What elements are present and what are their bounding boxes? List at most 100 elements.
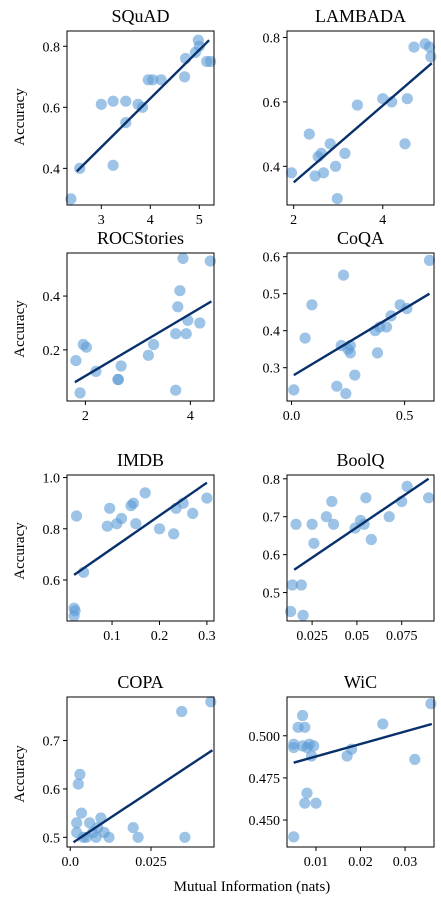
y-tick-label: 0.6 xyxy=(43,101,61,116)
data-point xyxy=(69,605,81,617)
data-point xyxy=(288,738,300,750)
data-point xyxy=(344,347,356,359)
plot-frame xyxy=(286,696,435,848)
y-axis-label-row-3: Accuracy xyxy=(12,522,28,580)
data-point xyxy=(132,831,144,843)
fit-line xyxy=(75,39,210,173)
fit-line xyxy=(292,62,433,184)
x-tick-label: 2 xyxy=(82,409,89,424)
x-tick-label: 0.02 xyxy=(348,855,373,870)
data-point xyxy=(288,831,300,843)
data-point xyxy=(176,705,188,718)
data-point xyxy=(401,93,413,105)
data-point xyxy=(101,520,113,532)
y-tick-label: 0.6 xyxy=(263,549,281,564)
data-point xyxy=(65,193,77,205)
data-point xyxy=(147,74,159,86)
y-tick-label: 0.4 xyxy=(43,290,61,305)
subplot-boolq: BoolQ 0.025 0.05 0.075 0.5 0.6 0.7 0.8 xyxy=(263,450,435,644)
data-point xyxy=(339,147,351,159)
y-tick-label: 0.8 xyxy=(43,523,61,538)
subplots: SQuAD 3 4 5 0.4 0.6 0.8 LAMBADA 2 4 0.4 0.6 0.8 ROCSt… xyxy=(43,6,437,870)
data-point xyxy=(201,492,213,504)
data-point xyxy=(349,369,361,381)
data-point xyxy=(170,328,182,340)
data-point xyxy=(310,797,322,809)
data-point xyxy=(174,285,186,297)
x-tick-label: 0.01 xyxy=(304,855,329,870)
x-tick-label: 0.3 xyxy=(198,629,216,644)
data-point xyxy=(306,299,318,311)
data-point xyxy=(308,537,320,549)
data-point xyxy=(299,797,311,809)
data-point xyxy=(423,492,435,504)
subplot-title: BoolQ xyxy=(336,450,384,470)
x-tick-label: 5 xyxy=(196,213,203,228)
subplot-title: COPA xyxy=(117,672,163,692)
fit-line xyxy=(73,481,208,576)
data-point xyxy=(409,753,421,766)
data-point xyxy=(288,384,300,396)
data-point xyxy=(95,98,107,110)
data-point xyxy=(286,579,298,591)
plot-frame xyxy=(66,252,215,402)
data-point xyxy=(179,831,191,843)
y-tick-label: 0.4 xyxy=(43,162,61,177)
y-tick-label: 0.4 xyxy=(263,160,281,175)
data-point xyxy=(75,807,88,819)
data-point xyxy=(205,55,217,68)
data-point xyxy=(104,502,116,514)
y-tick-label: 0.5 xyxy=(263,288,281,303)
data-point xyxy=(71,817,83,829)
y-tick-label: 0.500 xyxy=(249,730,281,745)
data-point xyxy=(423,41,436,53)
data-point xyxy=(180,328,192,340)
data-point xyxy=(177,252,189,264)
data-point xyxy=(331,193,343,205)
data-point xyxy=(330,160,342,172)
plot-frame xyxy=(66,696,215,848)
data-point xyxy=(74,387,86,399)
data-point xyxy=(377,718,389,730)
data-point xyxy=(408,41,420,53)
data-point xyxy=(326,495,338,508)
data-point xyxy=(317,167,330,179)
fit-line xyxy=(293,722,433,764)
data-point xyxy=(142,349,154,361)
data-point xyxy=(70,355,82,367)
data-point xyxy=(309,170,321,182)
data-point xyxy=(107,95,119,107)
data-point xyxy=(84,817,96,829)
data-point xyxy=(130,518,142,530)
data-point xyxy=(399,138,411,150)
data-point xyxy=(155,74,167,86)
plot-frame xyxy=(286,30,435,206)
data-point xyxy=(127,822,139,834)
subplot-title: CoQA xyxy=(337,228,384,248)
data-point xyxy=(115,360,127,372)
subplot-title: ROCStories xyxy=(97,228,184,248)
data-point xyxy=(423,254,436,266)
x-tick-label: 4 xyxy=(147,213,154,228)
x-tick-label: 0.0 xyxy=(61,855,79,870)
data-point xyxy=(303,128,315,140)
data-point xyxy=(425,698,437,710)
data-point xyxy=(295,579,307,591)
x-tick-label: 0.5 xyxy=(396,409,414,424)
y-tick-label: 0.475 xyxy=(249,772,281,787)
x-axis-label: Mutual Information (nats) xyxy=(174,879,331,895)
y-tick-label: 0.6 xyxy=(43,574,61,589)
subplot-wic: WiC 0.01 0.02 0.03 0.450 0.475 0.500 xyxy=(249,672,437,870)
y-tick-label: 0.6 xyxy=(43,783,61,798)
data-point xyxy=(371,347,384,359)
data-point xyxy=(301,787,313,799)
data-point xyxy=(299,332,311,344)
data-point xyxy=(285,167,298,179)
data-point xyxy=(290,518,302,530)
fit-line xyxy=(72,749,214,844)
data-point xyxy=(127,497,139,509)
x-tick-label: 0.025 xyxy=(296,629,328,644)
data-point xyxy=(360,492,372,504)
data-point xyxy=(285,605,297,618)
